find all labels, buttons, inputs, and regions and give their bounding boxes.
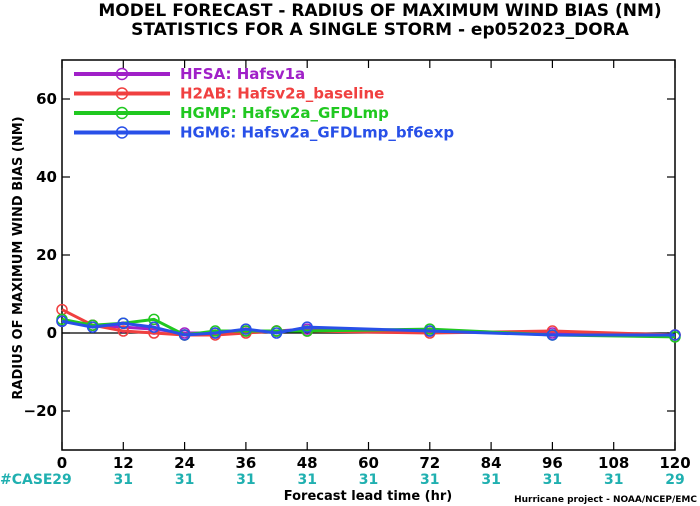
case-count: 29 (665, 472, 684, 488)
x-axis-label: Forecast lead time (hr) (284, 489, 452, 504)
x-tick-label: 36 (235, 454, 256, 472)
case-count: 31 (604, 472, 623, 488)
x-tick-label: 72 (419, 454, 440, 472)
x-tick-label: 84 (481, 454, 502, 472)
case-count: 31 (543, 472, 562, 488)
series-point-4 (240, 323, 252, 335)
x-tick-label: 48 (297, 454, 318, 472)
legend-label-4: HGM6: Hafsv2a_GFDLmp_bf6exp (180, 124, 454, 142)
chart-subtitle: STATISTICS FOR A SINGLE STORM - ep052023… (131, 20, 630, 40)
y-tick-label: 0 (47, 324, 57, 342)
series-point-4 (56, 315, 68, 328)
legend-label-1: HFSA: Hafsv1a (180, 65, 305, 83)
y-tick-label: −20 (24, 402, 57, 420)
series-point-4 (86, 321, 99, 333)
legend-marker-2 (115, 87, 129, 100)
case-label: #CASE (0, 472, 53, 488)
x-tick-label: 0 (57, 454, 67, 472)
legend-label-3: HGMP: Hafsv2a_GFDLmp (180, 104, 389, 122)
case-count: 31 (175, 472, 194, 488)
case-count: 31 (359, 472, 378, 488)
series-point-4 (209, 327, 221, 339)
case-count: 31 (297, 472, 316, 488)
series-point-4 (178, 329, 191, 341)
x-tick-label: 120 (659, 454, 690, 472)
case-count: 31 (420, 472, 439, 488)
legend-marker-1 (115, 67, 129, 81)
credit-text: Hurricane project - NOAA/NCEP/EMC (514, 495, 697, 505)
x-tick-label: 24 (174, 454, 195, 472)
case-count: 29 (52, 472, 71, 488)
series-point-4 (301, 321, 313, 333)
x-tick-label: 96 (542, 454, 563, 472)
series-point-4 (546, 329, 559, 341)
x-tick-label: 60 (358, 454, 379, 472)
y-tick-label: 40 (36, 168, 57, 186)
series-point-4 (148, 321, 160, 333)
series-point-4 (117, 317, 130, 329)
legend-label-2: H2AB: Hafsv2a_baseline (180, 85, 384, 103)
series-point-3 (148, 313, 160, 326)
series-point-2 (117, 325, 130, 337)
y-axis-label: RADIUS OF MAXIMUM WIND BIAS (NM) (11, 116, 26, 399)
series-point-4 (424, 325, 436, 337)
legend-marker-4 (115, 126, 129, 139)
series-point-4 (270, 327, 283, 339)
case-count: 31 (236, 472, 255, 488)
series-point-4 (669, 329, 681, 341)
case-count: 31 (481, 472, 500, 488)
y-tick-label: 60 (36, 90, 57, 108)
y-tick-label: 20 (36, 246, 57, 264)
legend-marker-3 (115, 106, 129, 120)
x-tick-label: 12 (113, 454, 134, 472)
x-tick-label: 108 (598, 454, 629, 472)
case-count: 31 (114, 472, 133, 488)
chart-title: MODEL FORECAST - RADIUS OF MAXIMUM WIND … (98, 1, 661, 21)
